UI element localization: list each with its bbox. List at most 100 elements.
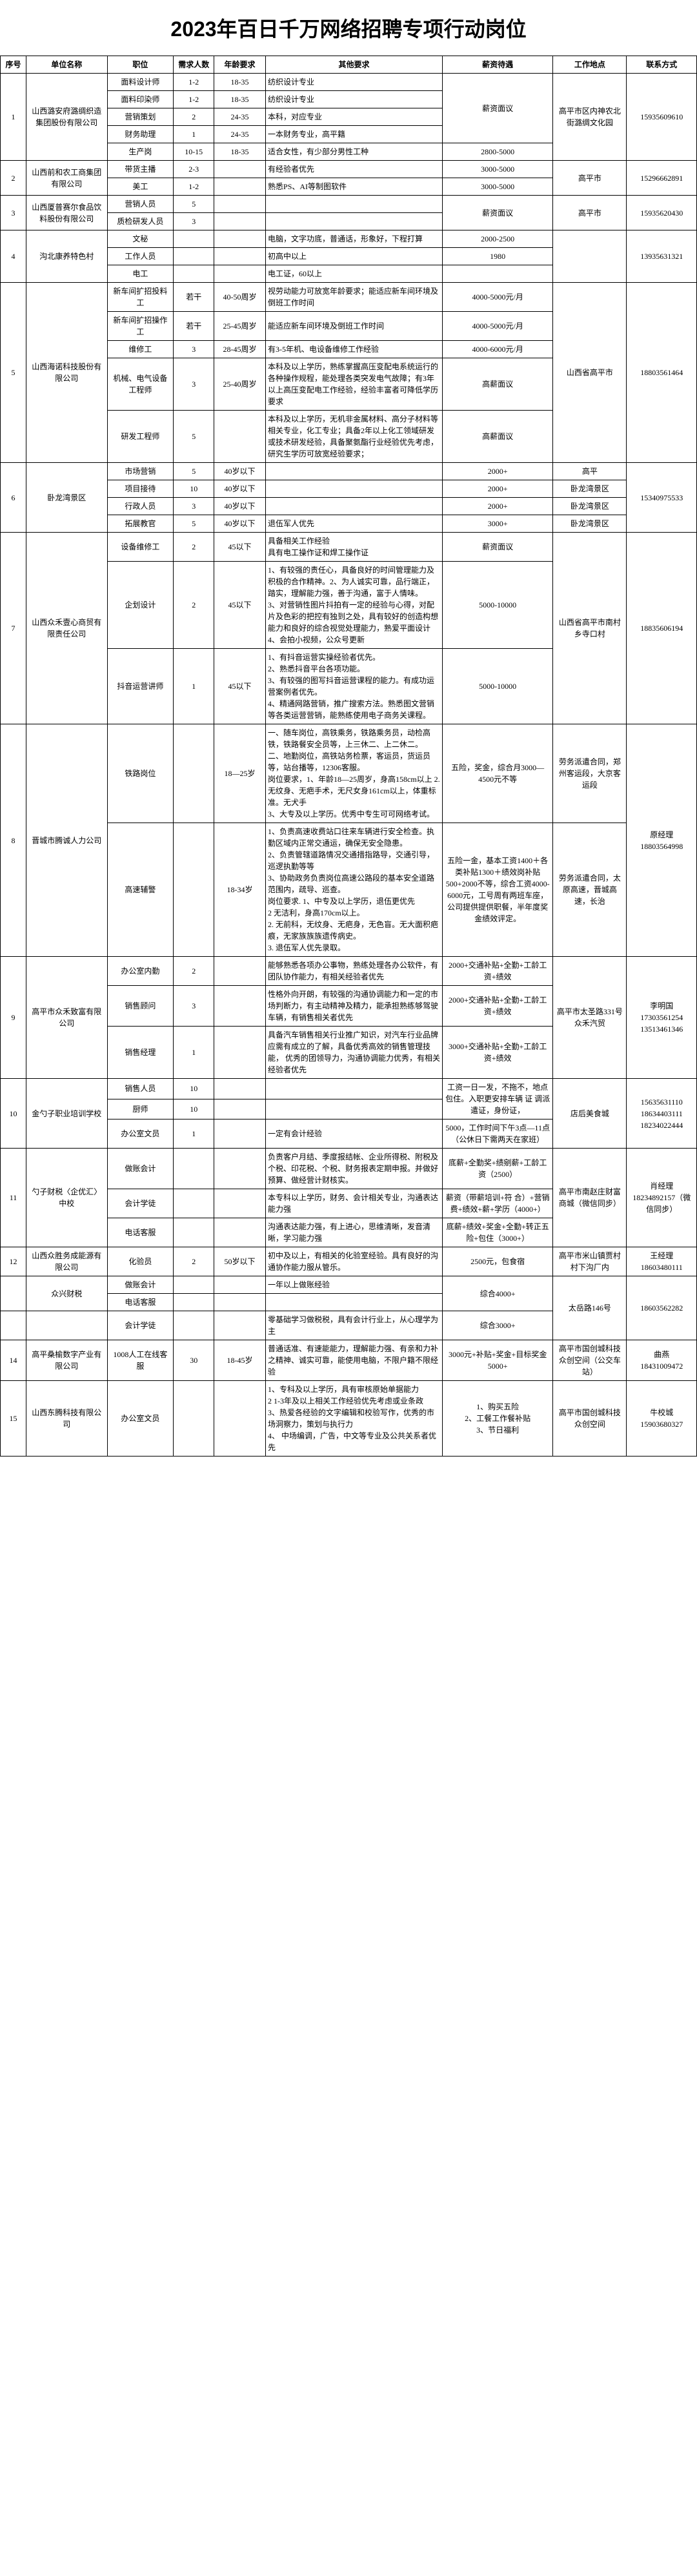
cell-other: 纺织设计专业 bbox=[266, 91, 443, 108]
cell-salary: 综合4000+ bbox=[443, 1276, 553, 1311]
cell-other: 一定有会计经验 bbox=[266, 1119, 443, 1149]
cell-count: 1 bbox=[174, 126, 214, 143]
cell-position: 会计学徒 bbox=[107, 1189, 174, 1218]
job-table: 序号 单位名称 职位 需求人数 年龄要求 其他要求 薪资待遇 工作地点 联系方式… bbox=[0, 56, 697, 1457]
cell-count: 3 bbox=[174, 213, 214, 230]
cell-contact: 肖经理18234892157（微信同步） bbox=[627, 1149, 697, 1247]
cell-age: 45以下 bbox=[214, 562, 266, 649]
cell-count: 5 bbox=[174, 463, 214, 480]
cell-count: 3 bbox=[174, 341, 214, 358]
cell-count bbox=[174, 265, 214, 283]
cell-seq bbox=[1, 1276, 26, 1311]
cell-position: 抖音运营讲师 bbox=[107, 649, 174, 724]
cell-salary bbox=[443, 265, 553, 283]
cell-position: 质检研发人员 bbox=[107, 213, 174, 230]
cell-count: 1 bbox=[174, 1119, 214, 1149]
cell-other: 具备相关工作经验具有电工操作证和焊工操作证 bbox=[266, 533, 443, 562]
cell-position: 工作人员 bbox=[107, 248, 174, 265]
cell-location: 高平市区内神农北街潞绸文化园 bbox=[553, 74, 627, 161]
cell-seq: 11 bbox=[1, 1149, 26, 1247]
cell-position: 面料设计师 bbox=[107, 74, 174, 91]
cell-company: 金勺子职业培训学校 bbox=[26, 1079, 107, 1149]
cell-age bbox=[214, 1027, 266, 1079]
cell-age: 18-45岁 bbox=[214, 1340, 266, 1381]
cell-salary: 2000+交通补贴+全勤+工龄工资+绩效 bbox=[443, 957, 553, 986]
cell-count: 5 bbox=[174, 515, 214, 533]
cell-age: 18-35 bbox=[214, 143, 266, 161]
cell-count: 1 bbox=[174, 1027, 214, 1079]
cell-contact: 曲燕18431009472 bbox=[627, 1340, 697, 1381]
cell-salary: 高薪面议 bbox=[443, 411, 553, 463]
cell-salary: 3000+交通补贴+全勤+工龄工资+绩效 bbox=[443, 1027, 553, 1079]
table-row: 2山西前和农工商集团有限公司带货主播2-3有经验者优先3000-5000高平市1… bbox=[1, 161, 697, 178]
cell-age: 40岁以下 bbox=[214, 463, 266, 480]
cell-other: 视劳动能力可放宽年龄要求；能适应新车间环境及倒班工作时间 bbox=[266, 283, 443, 312]
cell-count: 3 bbox=[174, 358, 214, 411]
cell-location: 高平市 bbox=[553, 161, 627, 196]
cell-count: 若干 bbox=[174, 283, 214, 312]
cell-seq: 3 bbox=[1, 196, 26, 230]
cell-position: 高速辅警 bbox=[107, 823, 174, 957]
cell-contact: 王经理18603480111 bbox=[627, 1247, 697, 1276]
cell-other bbox=[266, 1294, 443, 1311]
cell-other: 1、负责高速收费站口往来车辆进行安全检查。执勤区域内正常交通运，确保无安全隐患。… bbox=[266, 823, 443, 957]
cell-age bbox=[214, 1149, 266, 1189]
cell-location: 山西省高平市南村乡寺口村 bbox=[553, 533, 627, 724]
cell-position: 新车间扩招操作工 bbox=[107, 312, 174, 341]
cell-age bbox=[214, 1079, 266, 1099]
cell-position: 电话客服 bbox=[107, 1218, 174, 1247]
cell-age bbox=[214, 1218, 266, 1247]
cell-contact: 15296662891 bbox=[627, 161, 697, 196]
cell-salary: 2800-5000 bbox=[443, 143, 553, 161]
cell-other: 1、专科及以上学历，具有审核原始单据能力2 1-3年及以上相关工作经验优先考虑或… bbox=[266, 1381, 443, 1457]
cell-position: 办公室文员 bbox=[107, 1119, 174, 1149]
cell-location: 高平市国创城科技众创空间（公交车站） bbox=[553, 1340, 627, 1381]
cell-location: 卧龙湾景区 bbox=[553, 515, 627, 533]
cell-count: 5 bbox=[174, 411, 214, 463]
cell-contact: 18835606194 bbox=[627, 533, 697, 724]
cell-location: 高平市国创城科技众创空间 bbox=[553, 1381, 627, 1457]
cell-position: 生产岗 bbox=[107, 143, 174, 161]
cell-contact: 15935609610 bbox=[627, 74, 697, 161]
cell-position: 电工 bbox=[107, 265, 174, 283]
cell-position: 铁路岗位 bbox=[107, 724, 174, 823]
cell-company: 山西前和农工商集团有限公司 bbox=[26, 161, 107, 196]
cell-position: 财务助理 bbox=[107, 126, 174, 143]
cell-seq: 14 bbox=[1, 1340, 26, 1381]
cell-count: 3 bbox=[174, 498, 214, 515]
cell-age: 24-35 bbox=[214, 126, 266, 143]
cell-count: 2 bbox=[174, 957, 214, 986]
cell-seq: 10 bbox=[1, 1079, 26, 1149]
cell-company: 山西众胜务成能源有限公司 bbox=[26, 1247, 107, 1276]
cell-seq: 2 bbox=[1, 161, 26, 196]
cell-salary: 5000，工作时间下午3点—11点（公休日下需两天在家班） bbox=[443, 1119, 553, 1149]
cell-salary: 薪资面议 bbox=[443, 196, 553, 230]
cell-age bbox=[214, 986, 266, 1027]
cell-other: 具备汽车销售相关行业推广知识，对汽车行业品牌应需有成立的了解，具备优秀高效的销售… bbox=[266, 1027, 443, 1079]
cell-position: 文秘 bbox=[107, 230, 174, 248]
cell-count: 10 bbox=[174, 1099, 214, 1119]
cell-seq: 9 bbox=[1, 957, 26, 1079]
cell-age: 25-40周岁 bbox=[214, 358, 266, 411]
table-row: 10金勺子职业培训学校销售人员10工资一日一发，不拖不，地点包住。入职更安排车辆… bbox=[1, 1079, 697, 1099]
cell-salary: 3000-5000 bbox=[443, 178, 553, 196]
cell-count bbox=[174, 724, 214, 823]
table-row: 7山西众禾壹心商贸有限责任公司设备维修工245以下具备相关工作经验具有电工操作证… bbox=[1, 533, 697, 562]
table-row: 5山西海诺科技股份有限公司新车间扩招投料工若干40-50周岁视劳动能力可放宽年龄… bbox=[1, 283, 697, 312]
cell-other bbox=[266, 463, 443, 480]
cell-position: 电话客服 bbox=[107, 1294, 174, 1311]
cell-location: 卧龙湾景区 bbox=[553, 480, 627, 498]
cell-salary: 1、购买五险2、工餐工作餐补贴3、节日福利 bbox=[443, 1381, 553, 1457]
cell-salary: 4000-6000元/月 bbox=[443, 341, 553, 358]
table-row: 9高平市众禾致富有限公司办公室内勤2能够熟悉各项办公事物，熟练处理各办公软件，有… bbox=[1, 957, 697, 986]
cell-salary: 2000+ bbox=[443, 480, 553, 498]
cell-count: 10-15 bbox=[174, 143, 214, 161]
cell-other: 性格外向开朗，有较强的沟通协调能力和一定的市场判断力，有主动精神及精力，能承担熟… bbox=[266, 986, 443, 1027]
cell-company: 晋城市腾诚人力公司 bbox=[26, 724, 107, 957]
cell-position: 营销策划 bbox=[107, 108, 174, 126]
cell-position: 市场营销 bbox=[107, 463, 174, 480]
cell-age bbox=[214, 196, 266, 213]
cell-other: 电工证，60以上 bbox=[266, 265, 443, 283]
cell-salary: 5000-10000 bbox=[443, 649, 553, 724]
cell-company: 高平桑榆数字产业有限公司 bbox=[26, 1340, 107, 1381]
